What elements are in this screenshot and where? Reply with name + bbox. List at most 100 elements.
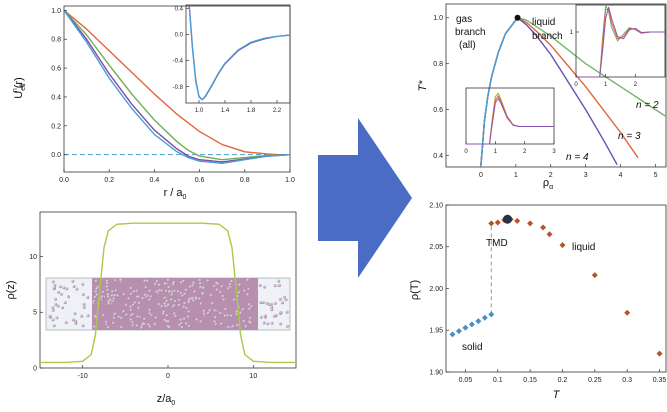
particle <box>155 279 159 284</box>
particle <box>129 292 133 296</box>
particle <box>243 289 247 293</box>
series-group <box>449 216 663 357</box>
vapor-particle <box>52 324 56 328</box>
vapor-particle <box>273 301 277 305</box>
tick-labels: 0.05 0.1 0.15 0.2 0.25 0.3 0.35 1.90 1.95 2.00 2.0… <box>429 202 666 384</box>
particle <box>228 282 232 287</box>
particle <box>241 308 245 312</box>
main-x-tick-label: 5 <box>654 172 658 179</box>
y-axis-label-superscript: n <box>12 88 19 92</box>
series-2-point <box>624 309 631 316</box>
particle <box>215 288 219 292</box>
main-x-tick-label: 2 <box>549 172 553 179</box>
particle <box>249 321 253 325</box>
main-series-1-line <box>64 9 290 156</box>
particle <box>122 293 126 297</box>
main-y-tick-label: 0.0 <box>51 152 61 159</box>
particle <box>131 320 135 324</box>
vapor-particle <box>284 298 288 302</box>
vapor-particle <box>51 280 55 284</box>
vapor-particle <box>59 292 63 296</box>
main-y-tick-label: 0.6 <box>51 66 61 73</box>
inset-x-tick-label: 1.4 <box>221 108 230 114</box>
main-y-tick-label: 0.6 <box>433 107 443 114</box>
particle <box>102 314 106 318</box>
vapor-particle <box>263 285 266 289</box>
vapor-particle <box>62 286 66 290</box>
vapor-particle <box>262 321 266 325</box>
particle <box>181 294 185 298</box>
vapor-particle <box>51 308 55 312</box>
vapor-particle <box>74 319 78 323</box>
series-2-point <box>656 350 663 357</box>
vapor-particle <box>285 324 289 328</box>
vapor-particle <box>258 283 262 287</box>
particle <box>93 325 97 329</box>
particle <box>236 323 240 328</box>
particle <box>182 305 186 309</box>
particle <box>199 302 203 306</box>
particle <box>184 322 188 326</box>
vapor-particle <box>272 314 276 318</box>
particle <box>179 280 184 285</box>
main-x-tick-label: 0.1 <box>493 377 503 384</box>
particle <box>168 325 172 330</box>
particle <box>198 278 202 282</box>
vapor-particle <box>86 295 90 299</box>
vapor-particle <box>86 314 90 318</box>
main-y-tick-label: 5 <box>33 310 37 317</box>
vapor-particle <box>282 295 286 299</box>
particle <box>213 320 217 324</box>
main-x-tick-label: 0 <box>479 172 483 179</box>
particle <box>212 284 216 288</box>
inset-series-2-line <box>188 6 290 101</box>
inset-bottom-series-1-line <box>466 92 554 145</box>
particle <box>129 318 133 322</box>
particle <box>184 288 188 292</box>
particle <box>239 311 243 315</box>
particle <box>137 301 141 305</box>
vapor-particle <box>81 324 85 328</box>
particle <box>230 279 234 283</box>
particle <box>248 316 253 320</box>
y-axis-label: ρ(T) <box>409 280 421 300</box>
particles <box>48 278 289 330</box>
particle <box>164 304 168 308</box>
main-y-tick-label: 10 <box>29 254 37 261</box>
series-2-point <box>488 220 495 227</box>
particle <box>114 279 118 283</box>
particle <box>206 311 210 315</box>
particle <box>214 322 218 326</box>
inset-bottom-x-tick-label: 3 <box>552 149 556 155</box>
vapor-particle <box>270 321 274 325</box>
vapor-particle <box>51 318 55 322</box>
particle <box>163 296 167 300</box>
particle <box>144 286 148 290</box>
main-x-tick-label: 0.15 <box>523 377 537 384</box>
particle <box>95 293 99 297</box>
main-x-tick-label: 1.0 <box>285 177 295 184</box>
particle <box>105 281 109 285</box>
particle <box>224 307 228 312</box>
particle <box>148 308 152 312</box>
particle <box>202 312 206 316</box>
particle <box>187 324 191 328</box>
vapor-particle <box>80 314 84 318</box>
inset-x-tick-label: 2.2 <box>273 108 282 114</box>
inset-tick-labels: 1.0 1.4 1.8 2.2 0.4 0.0 -0.4 -0.8 <box>173 6 282 114</box>
particle <box>173 299 177 303</box>
particle <box>250 305 254 309</box>
inset-top-x-tick-label: 2 <box>634 82 638 88</box>
vapor-particle <box>261 301 265 305</box>
main-y-tick-label: 2.10 <box>429 202 443 209</box>
particle <box>104 320 109 324</box>
particle <box>167 285 171 290</box>
inset-top-tick-labels: 0 1 2 1 <box>570 30 638 88</box>
particle <box>192 281 196 285</box>
x-axis-label: r / a0 <box>164 187 187 201</box>
particle <box>202 286 206 290</box>
vapor-particle <box>270 308 274 312</box>
inset-series-1-line <box>188 5 290 101</box>
main-y-tick-label: 2.05 <box>429 244 443 251</box>
main-y-tick-label: 0.8 <box>51 37 61 44</box>
